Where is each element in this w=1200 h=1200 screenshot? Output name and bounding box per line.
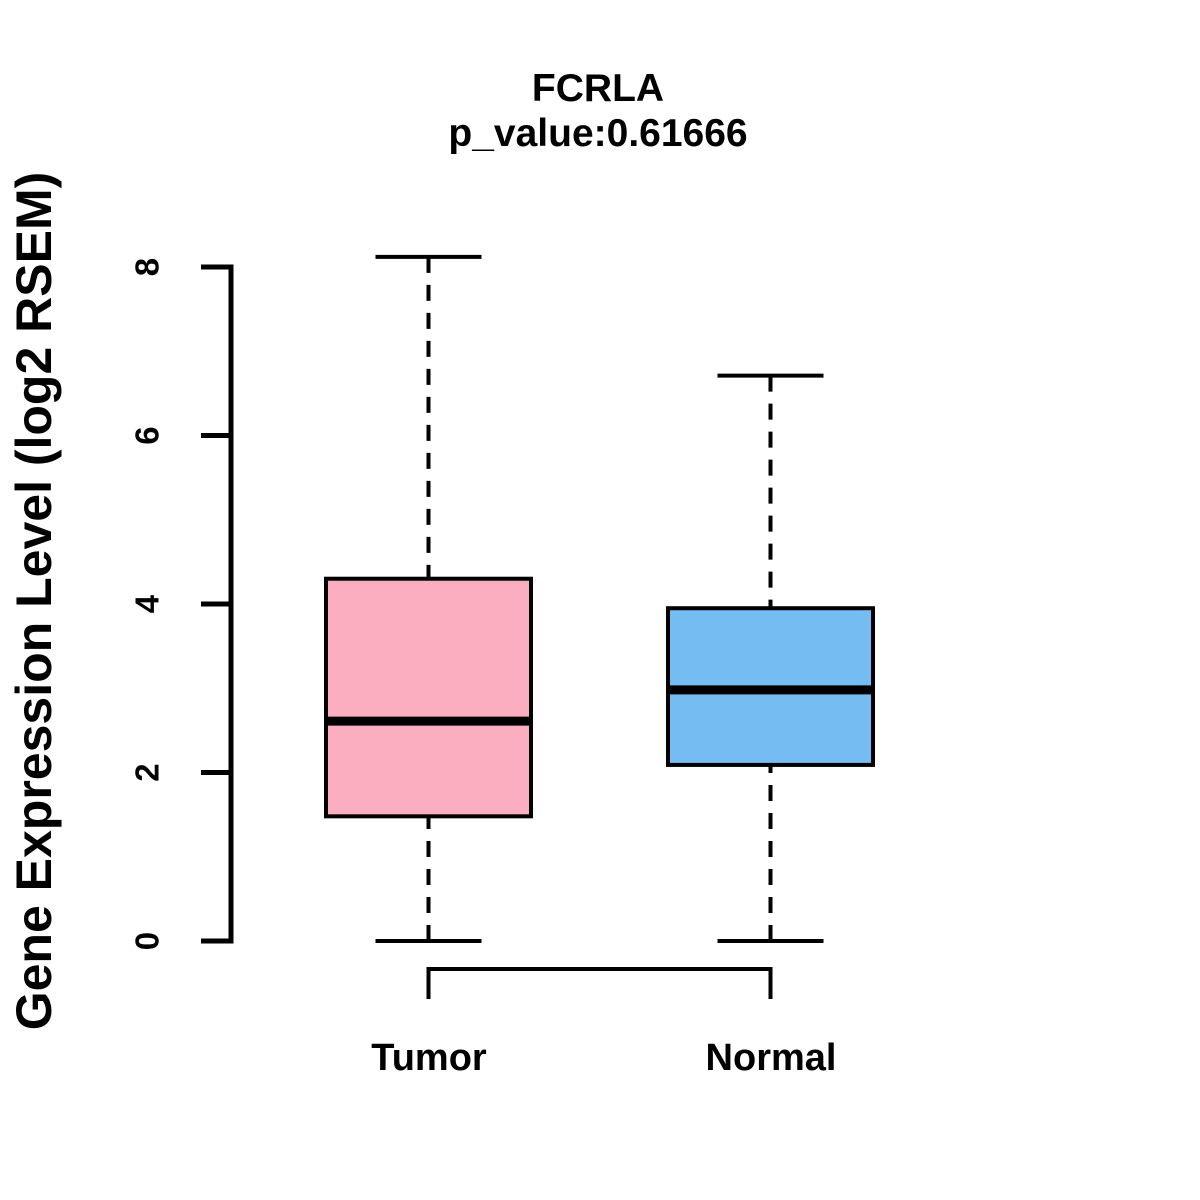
chart-title: FCRLA [531,67,665,110]
tumor-box [324,576,533,819]
x-axis-bracket [426,967,773,999]
y-axis-tick-label: 8 [129,258,166,276]
y-axis-tick-label: 6 [129,426,166,444]
y-axis-tick-label: 4 [129,594,166,613]
x-category-label-tumor: Tumor [371,1037,487,1079]
y-axis-tick-label: 2 [129,763,166,781]
x-category-label-normal: Normal [705,1037,837,1079]
y-axis-tick-label: 0 [129,932,166,950]
chart-subtitle-pvalue: p_value:0.61666 [448,112,748,155]
